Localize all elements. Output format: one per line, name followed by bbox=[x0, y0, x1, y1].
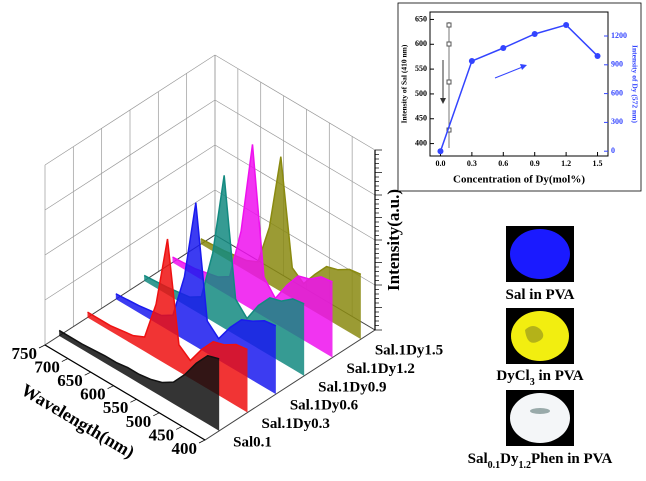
y-tick-label: 550 bbox=[415, 64, 427, 73]
data-point bbox=[469, 58, 475, 64]
y-tick-label: 450 bbox=[415, 114, 427, 123]
caption-text: DyCl bbox=[496, 368, 529, 384]
x-tick-label: 550 bbox=[103, 398, 129, 417]
x-tick bbox=[199, 440, 205, 443]
series-label: Sal0.1 bbox=[233, 434, 272, 450]
x-tick bbox=[39, 345, 45, 348]
x-tick-label: 0.0 bbox=[435, 159, 445, 168]
photo-caption: Sal0.1Dy1.2Phen in PVA bbox=[468, 451, 613, 470]
x-tick-label: 450 bbox=[149, 425, 175, 444]
x-tick bbox=[176, 426, 182, 429]
y2-tick-label: 1200 bbox=[611, 31, 627, 40]
data-point bbox=[500, 45, 506, 51]
series-label: Sal.1Dy1.2 bbox=[347, 361, 415, 377]
z-axis-label: Intensity(a.u.) bbox=[384, 189, 403, 291]
series-label: Sal.1Dy1.5 bbox=[375, 343, 443, 359]
y2-tick-label: 900 bbox=[611, 60, 623, 69]
x-tick bbox=[85, 372, 91, 375]
y2-axis-label: Intensity of Dy (572 nm) bbox=[630, 45, 639, 123]
x-tick-label: 700 bbox=[34, 357, 60, 376]
bracket-marker bbox=[447, 80, 451, 84]
y-axis-label: Intensity of Sal (410 nm) bbox=[400, 44, 409, 123]
x-tick bbox=[130, 399, 136, 402]
data-point bbox=[595, 53, 601, 59]
photo-white-film bbox=[510, 393, 570, 443]
y2-tick-label: 300 bbox=[611, 117, 623, 126]
series-label: Sal.1Dy0.9 bbox=[318, 379, 386, 395]
x-tick-label: 650 bbox=[57, 371, 83, 390]
x-tick-label: 400 bbox=[172, 439, 198, 458]
wall-grid-line bbox=[215, 145, 375, 240]
x-tick-label: 0.6 bbox=[498, 159, 508, 168]
inset-frame bbox=[398, 3, 641, 191]
x-tick-label: 500 bbox=[126, 412, 152, 431]
x-tick-label: 0.3 bbox=[467, 159, 477, 168]
y-tick-label: 650 bbox=[415, 14, 427, 23]
wall-grid-line bbox=[215, 55, 375, 150]
x-tick bbox=[62, 359, 68, 362]
data-point bbox=[532, 31, 538, 37]
caption-subscript: 0.1 bbox=[488, 460, 501, 471]
data-point bbox=[437, 148, 443, 154]
data-point bbox=[563, 22, 569, 28]
y-tick-label: 500 bbox=[415, 89, 427, 98]
x-tick-label: 600 bbox=[80, 385, 106, 404]
photo-blue-film bbox=[510, 229, 570, 279]
y2-tick-label: 600 bbox=[611, 88, 623, 97]
x-tick-label: 0.9 bbox=[530, 159, 540, 168]
photo-spot bbox=[530, 408, 550, 414]
figure: Sal.1Dy1.5 Sal.1Dy1.2 Sal.1Dy0.9 Sal.1Dy0.6… bbox=[0, 0, 646, 481]
caption-text: in PVA bbox=[535, 368, 584, 384]
x-tick-label: 1.2 bbox=[561, 159, 571, 168]
bracket-marker bbox=[447, 42, 451, 46]
photo-caption: Sal in PVA bbox=[506, 287, 575, 303]
y-tick-label: 400 bbox=[415, 138, 427, 147]
photo-caption: DyCl3 in PVA bbox=[496, 368, 583, 387]
caption-text: Dy bbox=[500, 451, 519, 467]
series-label: Sal.1Dy0.3 bbox=[262, 416, 330, 432]
x-tick bbox=[153, 413, 159, 416]
x-axis-label: Concentration of Dy(mol%) bbox=[453, 174, 585, 186]
x-tick-label: 750 bbox=[12, 344, 38, 363]
x-axis-label: Wavelength(nm) bbox=[17, 380, 138, 463]
wall-grid-line bbox=[215, 100, 375, 195]
y2-tick-label: 0 bbox=[611, 146, 615, 155]
x-tick bbox=[108, 386, 114, 389]
x-tick-label: 1.5 bbox=[593, 159, 603, 168]
caption-text: Phen in PVA bbox=[531, 451, 613, 467]
caption-text: Sal bbox=[468, 451, 488, 467]
caption-text: Sal in PVA bbox=[506, 287, 575, 303]
caption-subscript: 1.2 bbox=[518, 460, 531, 471]
y-tick-label: 600 bbox=[415, 39, 427, 48]
bracket-marker bbox=[447, 23, 451, 27]
series-label: Sal.1Dy0.6 bbox=[290, 398, 359, 414]
